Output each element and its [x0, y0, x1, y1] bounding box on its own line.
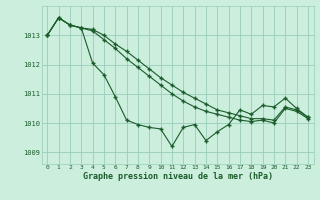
X-axis label: Graphe pression niveau de la mer (hPa): Graphe pression niveau de la mer (hPa) [83, 172, 273, 181]
